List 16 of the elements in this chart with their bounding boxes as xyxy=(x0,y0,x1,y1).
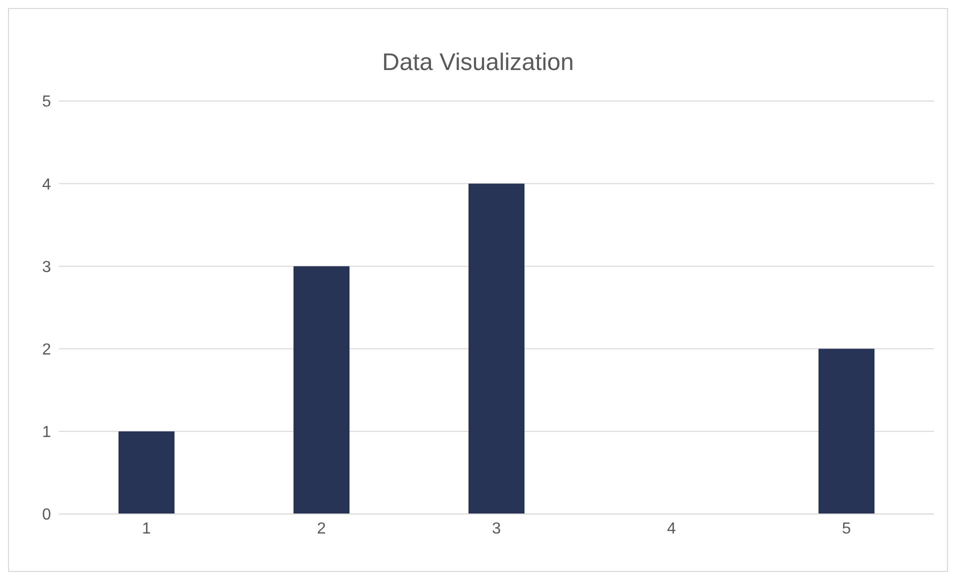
x-tick-label: 4 xyxy=(667,520,676,538)
x-tick-label: 5 xyxy=(842,520,852,538)
bar xyxy=(468,184,524,514)
bar xyxy=(118,431,174,514)
x-tick-label: 3 xyxy=(492,520,502,538)
y-tick-label: 2 xyxy=(42,341,52,358)
x-tick-label: 2 xyxy=(317,520,326,538)
chart-title: Data Visualization xyxy=(381,48,575,78)
bar xyxy=(294,266,350,514)
y-tick-label: 3 xyxy=(42,258,52,276)
y-tick-label: 5 xyxy=(42,94,52,111)
y-tick-label: 0 xyxy=(42,506,52,524)
y-tick-label: 4 xyxy=(42,176,52,194)
x-tick-label: 1 xyxy=(142,520,152,538)
bar xyxy=(818,348,874,514)
y-tick-label: 1 xyxy=(42,424,52,442)
